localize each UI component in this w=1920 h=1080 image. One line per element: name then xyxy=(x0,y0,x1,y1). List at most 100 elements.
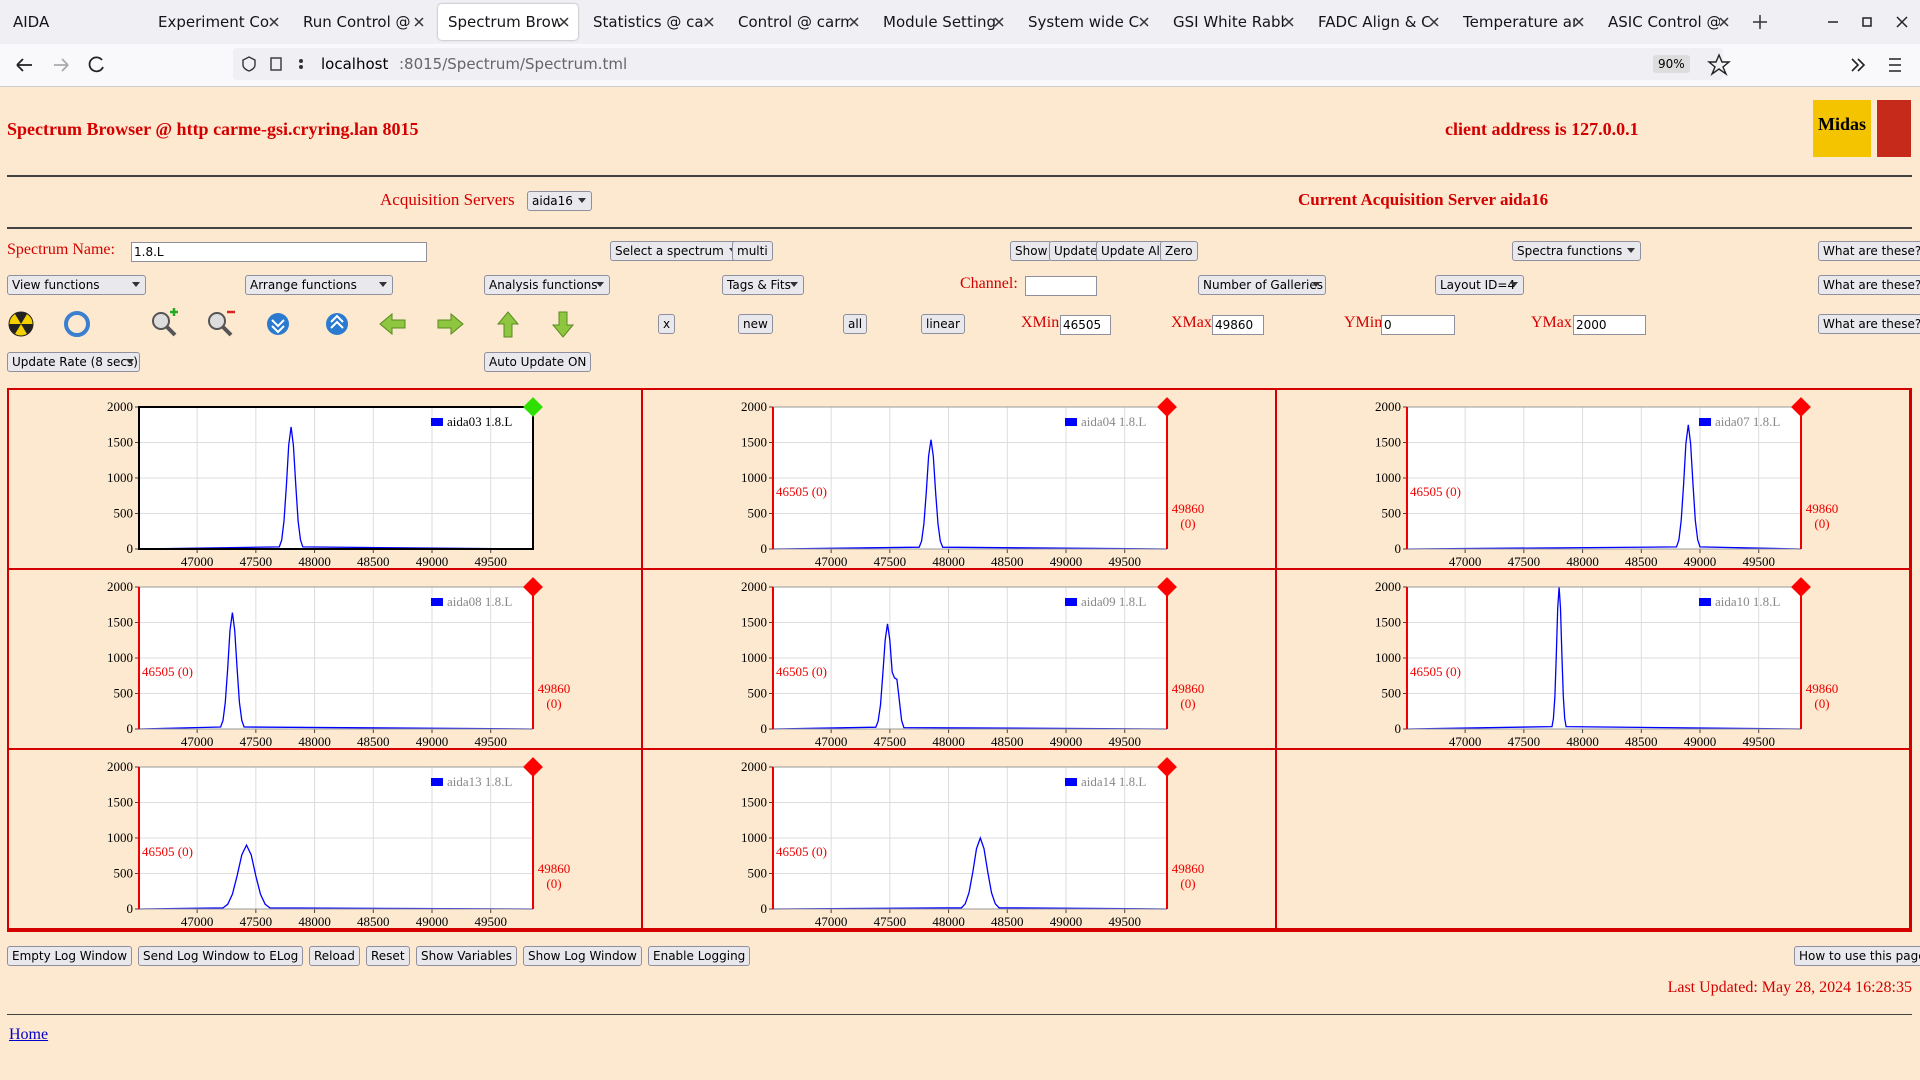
channel-input[interactable] xyxy=(1025,276,1097,296)
how-to-button[interactable]: How to use this page xyxy=(1794,946,1920,966)
spectrum-plot[interactable]: 0 500 1000 1500 2000 47000 47500 48000 48500 4900… xyxy=(643,390,1275,568)
tab-close[interactable] xyxy=(558,16,570,28)
gallery-cell: 0 500 1000 1500 2000 47000 47500 48000 48500 4900… xyxy=(7,568,643,750)
home-link[interactable]: Home xyxy=(9,1026,49,1043)
tab-close[interactable] xyxy=(993,16,1005,28)
help-button[interactable]: What are these? xyxy=(1818,241,1920,261)
xmin-input[interactable] xyxy=(1060,315,1111,335)
arrange-functions[interactable]: Arrange functions xyxy=(245,275,393,295)
x-tick-label: 47000 xyxy=(181,554,214,568)
tab[interactable]: Experiment Cont xyxy=(148,4,288,40)
tab-title: Spectrum Brows xyxy=(448,13,560,31)
new-button[interactable]: new xyxy=(738,314,773,334)
select-diamond[interactable] xyxy=(1791,397,1811,417)
multi-button[interactable]: multi xyxy=(732,241,773,261)
tab[interactable]: Module Settings xyxy=(873,4,1013,40)
log-button[interactable]: Show Log Window xyxy=(523,946,642,966)
x-tick-label: 47500 xyxy=(874,734,907,748)
legend-label: aida07 1.8.L xyxy=(1715,414,1780,429)
spectrum-line xyxy=(772,623,1168,730)
tab[interactable]: System wide Ch xyxy=(1018,4,1158,40)
log-button[interactable]: Send Log Window to ELog xyxy=(138,946,304,966)
spectrum-plot[interactable]: 0 500 1000 1500 2000 47000 47500 48000 48500 4900… xyxy=(9,570,641,748)
select-diamond[interactable] xyxy=(1791,577,1811,597)
tags-fits[interactable]: Tags & Fits xyxy=(722,275,804,295)
y-tick-label: 1500 xyxy=(741,435,767,450)
spectrum-plot[interactable]: 0 500 1000 1500 2000 47000 47500 48000 48500 4900… xyxy=(1277,390,1909,568)
select-diamond[interactable] xyxy=(1157,397,1177,417)
log-button[interactable]: Reset xyxy=(366,946,410,966)
analysis-functions[interactable]: Analysis functions xyxy=(484,275,610,295)
tab-close[interactable] xyxy=(1138,16,1150,28)
all-button[interactable]: all xyxy=(843,314,868,334)
spectrum-plot[interactable]: 0 500 1000 1500 2000 47000 47500 48000 48500 4900… xyxy=(9,390,641,568)
tab-close[interactable] xyxy=(1718,16,1730,28)
spectrum-plot[interactable]: 0 500 1000 1500 2000 47000 47500 48000 48500 4900… xyxy=(643,750,1275,928)
spectra-functions[interactable]: Spectra functions xyxy=(1512,241,1642,261)
x-tick-label: 47000 xyxy=(815,554,848,568)
zero-button[interactable]: Zero xyxy=(1160,241,1198,261)
decoration xyxy=(9,312,33,334)
view-functions[interactable]: View functions xyxy=(7,275,146,295)
tab[interactable]: GSI White Rabbit xyxy=(1163,4,1303,40)
galleries-select[interactable]: Number of Galleries xyxy=(1198,275,1326,295)
update-all-button[interactable]: Update All xyxy=(1096,241,1169,261)
gallery-cell xyxy=(1275,748,1911,930)
x-button[interactable]: x xyxy=(658,314,676,334)
url-bar[interactable]: localhost:8015/Spectrum/Spectrum.tml 90% xyxy=(233,48,1723,80)
tab[interactable]: Control @ carme xyxy=(728,4,868,40)
spectrum-name-input[interactable] xyxy=(131,242,427,262)
tab[interactable]: Spectrum Brows xyxy=(438,4,578,40)
server-select[interactable]: aida16 xyxy=(527,191,592,211)
layout-select[interactable]: Layout ID=4 xyxy=(1435,275,1524,295)
x-tick-label: 49000 xyxy=(1050,734,1083,748)
tab-close[interactable] xyxy=(1573,16,1585,28)
log-button[interactable]: Reload xyxy=(309,946,360,966)
tab-title: Temperature and xyxy=(1463,13,1575,31)
toolbar-icons xyxy=(1707,53,1901,77)
client-address: client address is 127.0.0.1 xyxy=(1445,119,1639,139)
log-button[interactable]: Enable Logging xyxy=(648,946,751,966)
new-tab[interactable] xyxy=(1750,12,1770,32)
tab-close[interactable] xyxy=(1283,16,1295,28)
select-diamond[interactable] xyxy=(1157,577,1177,597)
tab-close[interactable] xyxy=(268,16,280,28)
linear-button[interactable]: linear xyxy=(921,314,965,334)
x-tick-label: 47500 xyxy=(1508,554,1541,568)
xmax-input[interactable] xyxy=(1212,315,1264,335)
decoration xyxy=(496,311,520,338)
ymax-input[interactable] xyxy=(1573,315,1646,335)
zoom[interactable]: 90% xyxy=(1653,55,1690,73)
tab[interactable]: Temperature and xyxy=(1453,4,1593,40)
help-button[interactable]: What are these? xyxy=(1818,314,1920,334)
tab-close[interactable] xyxy=(703,16,715,28)
update-button[interactable]: Update xyxy=(1049,241,1103,261)
ymin-label: YMin xyxy=(1344,314,1383,331)
tab[interactable]: AIDA xyxy=(3,4,143,40)
tab-close[interactable] xyxy=(413,16,425,28)
tab-close[interactable] xyxy=(1428,16,1440,28)
range-right-label: (0) xyxy=(1180,516,1195,531)
y-tick-label: 1500 xyxy=(1375,615,1401,630)
log-button[interactable]: Empty Log Window xyxy=(7,946,133,966)
legend-swatch xyxy=(1065,598,1077,606)
spectrum-plot[interactable]: 0 500 1000 1500 2000 47000 47500 48000 48500 4900… xyxy=(643,570,1275,748)
select-diamond[interactable] xyxy=(1157,757,1177,777)
help-button[interactable]: What are these? xyxy=(1818,275,1920,295)
show-button[interactable]: Show xyxy=(1010,241,1053,261)
spectrum-plot[interactable]: 0 500 1000 1500 2000 47000 47500 48000 48500 4900… xyxy=(1277,570,1909,748)
tab[interactable]: FADC Align & Co xyxy=(1308,4,1448,40)
tab[interactable]: Run Control @ c xyxy=(293,4,433,40)
y-tick-label: 0 xyxy=(127,541,134,556)
tool-icons[interactable] xyxy=(0,306,600,342)
ymin-input[interactable] xyxy=(1381,315,1455,335)
log-button[interactable]: Show Variables xyxy=(416,946,518,966)
spectrum-plot[interactable]: 0 500 1000 1500 2000 47000 47500 48000 48500 4900… xyxy=(9,750,641,928)
select-spectrum[interactable]: Select a spectrum xyxy=(610,241,743,261)
x-tick-label: 48000 xyxy=(932,554,965,568)
update-rate[interactable]: Update Rate (8 secs) xyxy=(7,352,140,372)
auto-update-button[interactable]: Auto Update ON xyxy=(484,352,592,372)
tab[interactable]: Statistics @ carm xyxy=(583,4,723,40)
tab[interactable]: ASIC Control @ xyxy=(1598,4,1738,40)
tab-close[interactable] xyxy=(848,16,860,28)
